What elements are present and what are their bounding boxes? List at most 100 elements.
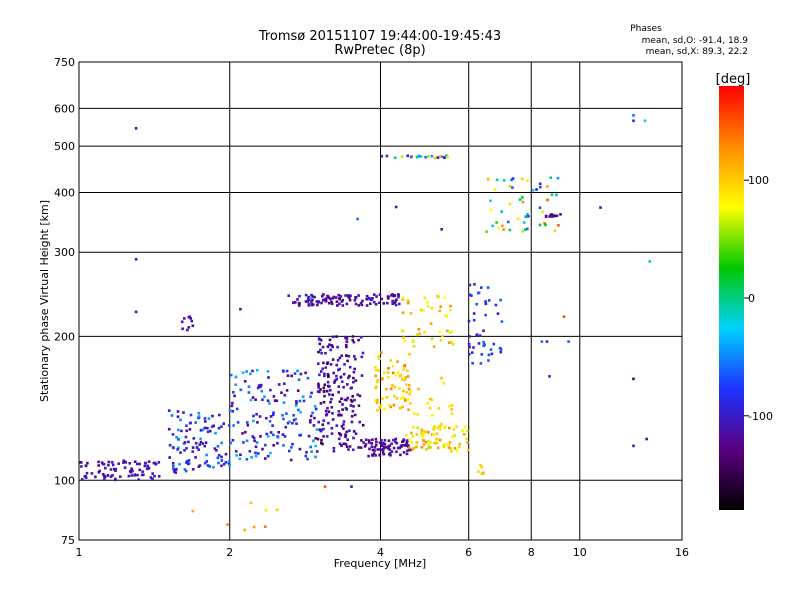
data-point <box>304 454 308 458</box>
data-point <box>114 478 117 482</box>
data-point <box>341 298 345 302</box>
data-point <box>393 294 397 297</box>
data-point <box>229 441 232 445</box>
data-point <box>349 294 352 298</box>
data-point <box>352 376 355 380</box>
data-point <box>412 339 415 342</box>
data-point <box>184 435 188 439</box>
data-point <box>458 442 461 446</box>
data-point <box>395 450 398 454</box>
data-point <box>177 438 180 441</box>
data-point <box>283 382 286 385</box>
y-axis-label: Stationary phase Virtual Height [km] <box>38 200 51 402</box>
data-point <box>311 411 314 415</box>
data-point <box>468 293 471 296</box>
data-point <box>440 422 443 426</box>
data-point <box>385 154 389 158</box>
data-point <box>265 432 269 436</box>
data-point <box>440 376 443 380</box>
data-point <box>499 298 502 302</box>
data-point <box>348 374 351 378</box>
data-point <box>281 433 285 436</box>
data-point <box>382 452 386 456</box>
data-point <box>199 437 202 441</box>
data-point <box>403 397 407 401</box>
data-point <box>318 338 321 341</box>
data-point <box>264 443 267 447</box>
data-point <box>437 438 440 441</box>
data-point <box>557 224 560 227</box>
data-point <box>395 441 399 445</box>
data-point <box>482 329 485 332</box>
data-point <box>275 508 279 512</box>
data-point <box>526 213 529 216</box>
data-point <box>415 445 418 449</box>
data-point <box>443 445 446 449</box>
data-point <box>544 215 548 218</box>
data-point <box>249 398 253 402</box>
data-point <box>363 445 367 448</box>
data-point <box>388 448 392 451</box>
data-point <box>320 351 323 355</box>
data-point <box>203 461 207 465</box>
data-point <box>142 473 145 477</box>
data-point <box>352 436 355 440</box>
data-point <box>402 377 406 380</box>
data-point <box>406 439 409 442</box>
info-line-x: mean, sd,X: 89.3, 22.2 <box>646 47 748 57</box>
data-point <box>328 393 331 396</box>
data-point <box>97 460 100 464</box>
data-point <box>374 303 378 306</box>
data-point <box>304 293 308 297</box>
data-point <box>179 418 182 422</box>
data-point <box>333 381 336 384</box>
data-point <box>260 389 264 393</box>
data-point <box>325 435 329 438</box>
data-point <box>299 433 303 437</box>
data-point <box>429 397 432 401</box>
data-point <box>389 359 393 362</box>
data-point <box>484 313 487 317</box>
data-point <box>425 448 428 451</box>
data-point <box>417 387 420 391</box>
data-point <box>231 438 235 442</box>
data-point <box>383 439 387 442</box>
data-point <box>387 367 390 370</box>
data-point <box>218 413 221 417</box>
data-point <box>511 177 515 180</box>
data-point <box>261 447 264 451</box>
data-point <box>111 463 115 467</box>
data-point <box>424 441 428 444</box>
data-point <box>450 408 454 411</box>
data-point <box>239 388 243 392</box>
data-point <box>348 296 351 299</box>
data-point <box>479 463 482 467</box>
data-point <box>387 403 391 407</box>
data-point <box>243 528 246 532</box>
data-point <box>326 295 330 299</box>
data-point <box>259 385 262 389</box>
data-point <box>407 384 411 387</box>
data-point <box>145 467 149 471</box>
data-point <box>206 426 209 430</box>
data-point <box>146 464 149 468</box>
data-point <box>330 300 333 304</box>
data-point <box>251 369 254 373</box>
data-point <box>430 154 434 158</box>
data-point <box>329 400 332 404</box>
data-point <box>361 351 365 355</box>
data-point <box>272 395 276 398</box>
data-point <box>350 415 354 418</box>
data-point <box>154 463 158 466</box>
data-point <box>277 431 280 434</box>
data-point <box>404 399 407 402</box>
data-point <box>207 417 211 420</box>
data-point <box>427 446 431 449</box>
data-point <box>351 409 355 413</box>
data-point <box>391 371 395 375</box>
data-point <box>401 311 405 315</box>
data-point <box>427 430 430 434</box>
data-point <box>380 351 383 354</box>
data-point <box>416 426 419 430</box>
